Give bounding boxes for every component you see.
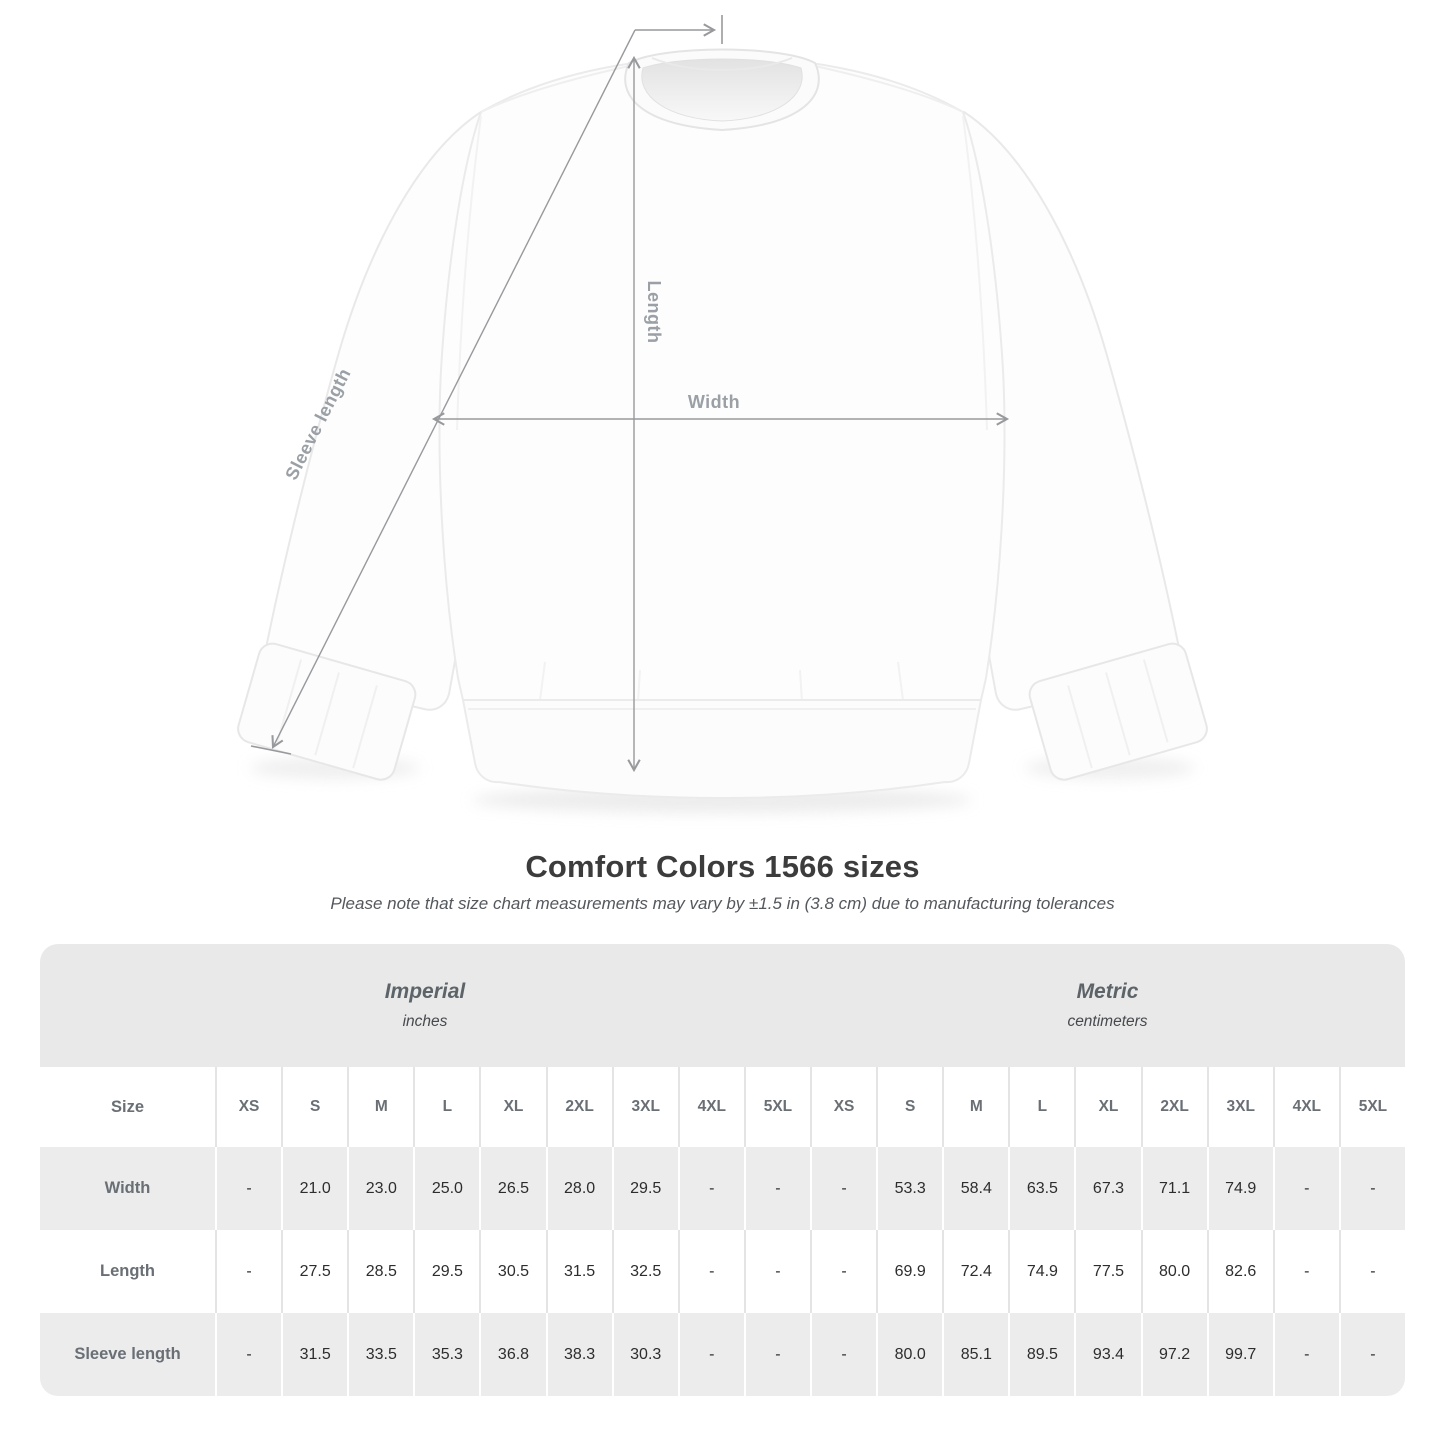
value-imperial-length-2xl: 31.5 xyxy=(545,1230,612,1313)
value-imperial-sleeve-length-xl: 36.8 xyxy=(479,1313,546,1396)
imperial-header: Imperial inches xyxy=(40,944,810,1067)
size-header-imperial-2xl: 2XL xyxy=(545,1067,612,1147)
row-label-sleeve-length: Sleeve length xyxy=(40,1313,215,1396)
value-metric-width-xl: 67.3 xyxy=(1074,1147,1141,1230)
value-imperial-width-2xl: 28.0 xyxy=(545,1147,612,1230)
size-header-metric-l: L xyxy=(1008,1067,1075,1147)
size-header-imperial-xl: XL xyxy=(479,1067,546,1147)
value-metric-width-2xl: 71.1 xyxy=(1140,1147,1207,1230)
garment-body xyxy=(438,55,1006,703)
value-metric-width-xs: - xyxy=(810,1147,877,1230)
size-header-metric-5xl: 5XL xyxy=(1338,1067,1405,1147)
value-imperial-sleeve-length-s: 31.5 xyxy=(281,1313,348,1396)
sweatshirt-illustration: Sleeve length Length Width xyxy=(237,15,1208,813)
size-header-metric-xs: XS xyxy=(810,1067,877,1147)
value-imperial-sleeve-length-4xl: - xyxy=(677,1313,744,1396)
length-label: Length xyxy=(644,281,664,344)
value-imperial-sleeve-length-m: 33.5 xyxy=(347,1313,414,1396)
value-imperial-width-xl: 26.5 xyxy=(479,1147,546,1230)
value-imperial-width-5xl: - xyxy=(743,1147,810,1230)
value-imperial-sleeve-length-l: 35.3 xyxy=(413,1313,480,1396)
size-header-metric-m: M xyxy=(942,1067,1009,1147)
value-imperial-width-4xl: - xyxy=(677,1147,744,1230)
value-imperial-width-xs: - xyxy=(215,1147,282,1230)
value-metric-width-s: 53.3 xyxy=(876,1147,943,1230)
imperial-system-label: Imperial xyxy=(384,980,466,1003)
value-metric-width-3xl: 74.9 xyxy=(1206,1147,1273,1230)
title-block: Comfort Colors 1566 sizes Please note th… xyxy=(0,835,1445,914)
value-imperial-width-3xl: 29.5 xyxy=(611,1147,678,1230)
metric-header: Metric centimeters xyxy=(810,944,1405,1067)
value-imperial-length-xs: - xyxy=(215,1230,282,1313)
size-header-metric-s: S xyxy=(876,1067,943,1147)
collar xyxy=(624,48,820,132)
value-metric-width-5xl: - xyxy=(1338,1147,1405,1230)
value-metric-length-4xl: - xyxy=(1272,1230,1339,1313)
value-imperial-sleeve-length-5xl: - xyxy=(743,1313,810,1396)
value-metric-length-xs: - xyxy=(810,1230,877,1313)
value-metric-sleeve-length-s: 80.0 xyxy=(876,1313,943,1396)
value-metric-sleeve-length-xl: 93.4 xyxy=(1074,1313,1141,1396)
imperial-unit-label: inches xyxy=(402,1013,448,1030)
size-header-imperial-s: S xyxy=(281,1067,348,1147)
sleeve-end-tick xyxy=(250,745,292,755)
value-metric-length-3xl: 82.6 xyxy=(1206,1230,1273,1313)
value-imperial-sleeve-length-2xl: 38.3 xyxy=(545,1313,612,1396)
value-metric-width-m: 58.4 xyxy=(942,1147,1009,1230)
value-imperial-width-s: 21.0 xyxy=(281,1147,348,1230)
value-imperial-sleeve-length-3xl: 30.3 xyxy=(611,1313,678,1396)
size-header-imperial-5xl: 5XL xyxy=(743,1067,810,1147)
size-header-imperial-4xl: 4XL xyxy=(677,1067,744,1147)
size-column-header: Size xyxy=(40,1067,215,1147)
size-grid: Size XS S M L XL 2XL 3XL 4XL 5XL XS S M L XL 2XL 3XL 4XL 5… xyxy=(40,1067,1405,1396)
value-metric-width-4xl: - xyxy=(1272,1147,1339,1230)
value-metric-sleeve-length-xs: - xyxy=(810,1313,877,1396)
value-metric-length-m: 72.4 xyxy=(942,1230,1009,1313)
value-metric-length-s: 69.9 xyxy=(876,1230,943,1313)
value-metric-sleeve-length-2xl: 97.2 xyxy=(1140,1313,1207,1396)
value-imperial-width-l: 25.0 xyxy=(413,1147,480,1230)
value-metric-sleeve-length-l: 89.5 xyxy=(1008,1313,1075,1396)
value-imperial-length-s: 27.5 xyxy=(281,1230,348,1313)
value-metric-sleeve-length-3xl: 99.7 xyxy=(1206,1313,1273,1396)
tolerance-note: Please note that size chart measurements… xyxy=(330,894,1115,913)
value-imperial-width-m: 23.0 xyxy=(347,1147,414,1230)
metric-system-label: Metric xyxy=(1076,980,1139,1003)
value-metric-length-xl: 77.5 xyxy=(1074,1230,1141,1313)
size-header-imperial-3xl: 3XL xyxy=(611,1067,678,1147)
size-table: Imperial inches Metric centimeters Size X… xyxy=(40,944,1405,1396)
size-header-metric-2xl: 2XL xyxy=(1140,1067,1207,1147)
row-label-width: Width xyxy=(40,1147,215,1230)
value-imperial-length-xl: 30.5 xyxy=(479,1230,546,1313)
value-metric-sleeve-length-m: 85.1 xyxy=(942,1313,1009,1396)
size-header-imperial-l: L xyxy=(413,1067,480,1147)
value-metric-length-5xl: - xyxy=(1338,1230,1405,1313)
size-header-metric-3xl: 3XL xyxy=(1206,1067,1273,1147)
value-metric-length-l: 74.9 xyxy=(1008,1230,1075,1313)
value-imperial-length-l: 29.5 xyxy=(413,1230,480,1313)
metric-unit-label: centimeters xyxy=(1067,1013,1148,1030)
value-imperial-length-m: 28.5 xyxy=(347,1230,414,1313)
width-label: Width xyxy=(688,392,740,412)
value-metric-width-l: 63.5 xyxy=(1008,1147,1075,1230)
size-header-metric-4xl: 4XL xyxy=(1272,1067,1339,1147)
page-title: Comfort Colors 1566 sizes xyxy=(525,849,920,884)
value-imperial-sleeve-length-xs: - xyxy=(215,1313,282,1396)
sweatshirt-diagram: Sleeve length Length Width xyxy=(237,15,1208,813)
size-header-imperial-m: M xyxy=(347,1067,414,1147)
unit-header-row: Imperial inches Metric centimeters xyxy=(40,944,1405,1067)
size-header-imperial-xs: XS xyxy=(215,1067,282,1147)
value-imperial-length-5xl: - xyxy=(743,1230,810,1313)
sleeve-length-line xyxy=(271,29,636,749)
value-metric-sleeve-length-4xl: - xyxy=(1272,1313,1339,1396)
value-imperial-length-3xl: 32.5 xyxy=(611,1230,678,1313)
cuff-right xyxy=(1028,642,1208,781)
row-label-length: Length xyxy=(40,1230,215,1313)
value-metric-sleeve-length-5xl: - xyxy=(1338,1313,1405,1396)
value-imperial-length-4xl: - xyxy=(677,1230,744,1313)
hem-band xyxy=(461,699,983,800)
size-header-metric-xl: XL xyxy=(1074,1067,1141,1147)
value-metric-length-2xl: 80.0 xyxy=(1140,1230,1207,1313)
